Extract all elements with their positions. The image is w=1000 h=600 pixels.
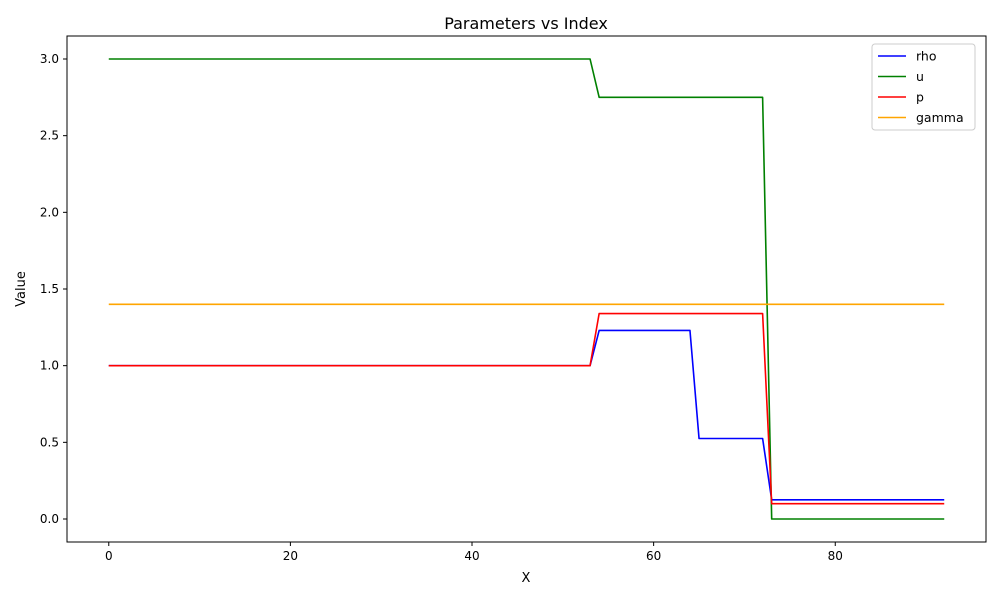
- y-axis: 0.0 0.5 1.0 1.5 2.0 2.5 3.0: [40, 52, 67, 526]
- y-tick-label: 2.0: [40, 205, 59, 219]
- legend-label-u: u: [916, 69, 924, 84]
- x-axis-label: X: [522, 571, 531, 586]
- legend: rho up gamma: [871, 43, 976, 131]
- y-tick-label: 0.0: [40, 512, 59, 526]
- chart-title: Parameters vs Index: [444, 14, 608, 33]
- series-line-u: [108, 58, 945, 520]
- plot-background: [67, 36, 986, 542]
- x-tick-label: 20: [283, 549, 298, 563]
- y-tick-label: 0.5: [40, 435, 59, 449]
- x-tick-label: 80: [828, 549, 843, 563]
- x-axis: 0 20 40 60 80: [105, 542, 843, 563]
- legend-label-gamma: gamma: [916, 110, 964, 125]
- x-tick-label: 40: [464, 549, 479, 563]
- plot-area: [66, 35, 987, 543]
- y-tick-label: 1.0: [40, 359, 59, 373]
- x-tick-label: 60: [646, 549, 661, 563]
- series-layer: [108, 58, 945, 520]
- y-tick-label: 3.0: [40, 52, 59, 66]
- legend-label-rho: rho: [916, 49, 937, 64]
- y-axis-label: Value: [14, 271, 29, 307]
- legend-box: [871, 43, 976, 131]
- y-tick-label: 2.5: [40, 129, 59, 143]
- x-tick-label: 0: [105, 549, 113, 563]
- series-line-p: [108, 312, 945, 505]
- y-tick-label: 1.5: [40, 282, 59, 296]
- legend-label-p: p: [916, 90, 924, 105]
